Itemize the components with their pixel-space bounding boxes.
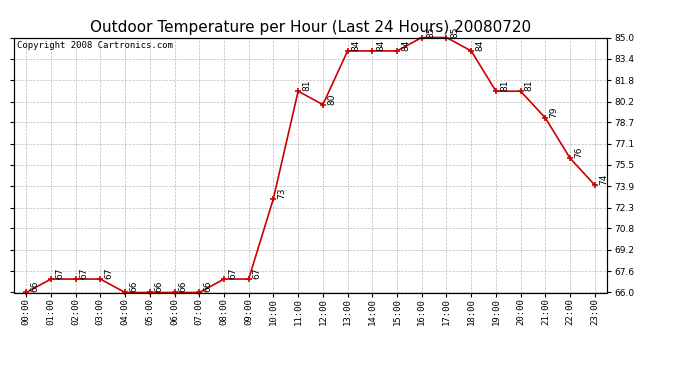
- Text: 66: 66: [179, 281, 188, 292]
- Text: 84: 84: [475, 39, 484, 51]
- Text: 67: 67: [228, 268, 237, 279]
- Text: 84: 84: [401, 39, 410, 51]
- Text: 67: 67: [104, 268, 113, 279]
- Text: Copyright 2008 Cartronics.com: Copyright 2008 Cartronics.com: [17, 41, 172, 50]
- Text: 73: 73: [277, 187, 286, 198]
- Text: 67: 67: [55, 268, 64, 279]
- Text: 84: 84: [352, 39, 361, 51]
- Text: 85: 85: [451, 26, 460, 38]
- Text: 66: 66: [129, 281, 138, 292]
- Text: 76: 76: [574, 147, 583, 158]
- Title: Outdoor Temperature per Hour (Last 24 Hours) 20080720: Outdoor Temperature per Hour (Last 24 Ho…: [90, 20, 531, 35]
- Text: 81: 81: [302, 80, 311, 91]
- Text: 67: 67: [80, 268, 89, 279]
- Text: 81: 81: [525, 80, 534, 91]
- Text: 84: 84: [377, 39, 386, 51]
- Text: 66: 66: [204, 281, 213, 292]
- Text: 80: 80: [327, 93, 336, 105]
- Text: 85: 85: [426, 26, 435, 38]
- Text: 66: 66: [30, 281, 39, 292]
- Text: 74: 74: [599, 174, 608, 185]
- Text: 67: 67: [253, 268, 262, 279]
- Text: 66: 66: [154, 281, 163, 292]
- Text: 79: 79: [549, 106, 558, 118]
- Text: 81: 81: [500, 80, 509, 91]
